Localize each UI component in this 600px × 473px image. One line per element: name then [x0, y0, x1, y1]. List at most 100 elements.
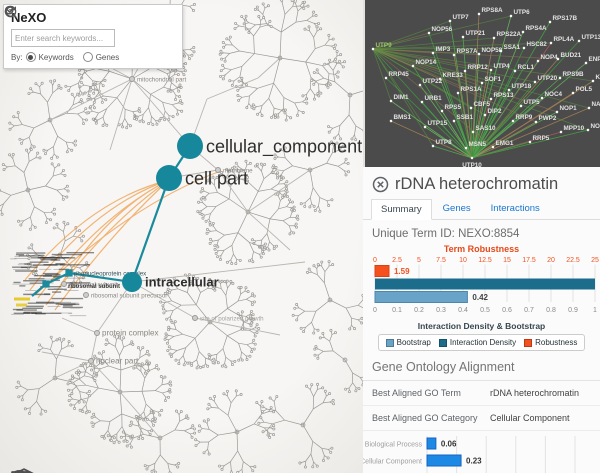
svg-text:5: 5	[417, 257, 421, 264]
gene-node-label[interactable]: RRP9	[516, 114, 533, 121]
gene-node-label[interactable]: NOP14	[416, 59, 437, 66]
gene-node-label[interactable]: BMS1	[394, 114, 412, 121]
dense-term-cluster[interactable]	[10, 252, 95, 317]
gene-node-label[interactable]: UTP7	[453, 14, 470, 21]
gene-node-label[interactable]: UTP5	[524, 99, 541, 106]
gene-node-label[interactable]: NOP4	[541, 54, 559, 61]
radio-keywords[interactable]	[25, 52, 36, 62]
search-input[interactable]	[11, 29, 115, 47]
term-label[interactable]: protein complex	[102, 329, 158, 338]
svg-text:0.6: 0.6	[502, 307, 512, 314]
svg-text:17.5: 17.5	[522, 257, 536, 264]
gene-node-label[interactable]: UTP6	[514, 9, 531, 16]
gene-node-label[interactable]: SSB1	[457, 114, 474, 121]
gene-nodes[interactable]: UTP9 UTP7 RPS8A UTP6 RPS17B NOP56 UTP21 RPS22A R…	[371, 7, 600, 167]
gene-node-label[interactable]: EMG1	[496, 140, 514, 147]
gene-node-label[interactable]: RPS4A	[526, 25, 547, 32]
gene-node-label[interactable]: ENP1	[589, 56, 600, 63]
gene-node-label[interactable]: UTP15	[428, 120, 448, 127]
svg-text:7.5: 7.5	[436, 257, 446, 264]
gene-node-label[interactable]: NOP1	[560, 105, 578, 112]
gene-node-label[interactable]: URB1	[425, 95, 443, 102]
gene-node-label[interactable]: IMP3	[436, 46, 451, 53]
gene-node-label[interactable]: RPS7A	[457, 48, 478, 55]
gene-node-label[interactable]: UTP10	[462, 162, 482, 167]
gene-node-label[interactable]: UTP13	[582, 34, 600, 41]
gene-edges	[372, 13, 594, 159]
gene-node-label[interactable]: NOP56	[432, 26, 453, 33]
radio-keywords-label: Keywords	[38, 52, 74, 62]
legend-interaction-density: Interaction Density	[449, 338, 517, 347]
term-label[interactable]: cell part	[185, 168, 248, 188]
ontology-network[interactable]: mitochondrial part membrane protein comple…	[0, 0, 363, 473]
tab-summary[interactable]: Summary	[371, 199, 432, 220]
gene-node-label[interactable]: UTP9	[376, 42, 393, 49]
gene-node-label[interactable]: RCL1	[518, 64, 535, 71]
term-label[interactable]: ribosomal subunit precursor	[91, 293, 167, 300]
gene-node-label[interactable]: SOF1	[485, 76, 502, 83]
gene-node-label[interactable]: RRP5	[533, 135, 550, 142]
gene-node-label[interactable]: UTP22	[423, 78, 443, 85]
minor-term-nodes[interactable]: mitochondrial part membrane protein comple…	[61, 76, 265, 366]
ontology-canvas[interactable]: mitochondrial part membrane protein comple…	[0, 0, 363, 473]
gene-node-label[interactable]: UTP20	[538, 75, 558, 82]
gene-node-label[interactable]: DIP2	[488, 108, 502, 115]
search-panel: NeXO ? By:	[3, 4, 183, 69]
gene-node-label[interactable]: RPS5	[445, 104, 462, 111]
gene-node-label[interactable]: RPS1A	[461, 86, 482, 93]
term-label[interactable]: mitochondrial part	[137, 77, 186, 84]
gene-node-label[interactable]: UTP8	[436, 139, 453, 146]
robustness-chart: 0 2.5 5 7.5 10 12.5 15 17.5 20 22.5 25 1.59 0.42 0 0.1…	[373, 257, 599, 314]
term-label[interactable]: intracellular	[145, 275, 219, 290]
gene-node-label[interactable]: UTP21	[466, 30, 486, 37]
gene-node-label[interactable]: SAS10	[476, 125, 496, 132]
gene-interaction-panel[interactable]: UTP9 UTP7 RPS8A UTP6 RPS17B NOP56 UTP21 RPS22A R…	[363, 0, 600, 167]
term-label[interactable]: ribosomal subunit	[69, 282, 118, 289]
gene-node-label[interactable]: HSC82	[527, 41, 548, 48]
gene-node-label[interactable]: RPS8A	[482, 7, 503, 14]
gene-node-label[interactable]: BUD21	[561, 52, 582, 59]
svg-text:2.5: 2.5	[392, 257, 402, 264]
gene-node-label[interactable]: KRE33	[443, 72, 464, 79]
svg-text:0.1: 0.1	[392, 307, 402, 314]
term-label[interactable]: site of polarized growth	[200, 316, 264, 323]
gene-node-label[interactable]: RRP45	[389, 71, 410, 78]
gene-node-label[interactable]: MPP10	[564, 125, 585, 132]
gene-node-label[interactable]: CBF5	[474, 101, 491, 108]
chart-legend: Bootstrap Interaction Density Robustness	[363, 334, 600, 351]
gene-node-label[interactable]: SSA1	[504, 44, 521, 51]
term-label[interactable]: cellular_component	[206, 136, 362, 157]
radio-genes[interactable]	[82, 52, 93, 62]
gene-node-label[interactable]: PWP2	[539, 115, 557, 122]
gene-node-label[interactable]: NAN1	[592, 101, 600, 108]
gene-node-label[interactable]: RPL4A	[554, 36, 575, 43]
tab-interactions[interactable]: Interactions	[490, 203, 540, 214]
gene-node-label[interactable]: KRR1	[596, 74, 600, 81]
gene-node-label[interactable]: RPS22A	[497, 31, 522, 38]
gene-interaction-network[interactable]: UTP9 UTP7 RPS8A UTP6 RPS17B NOP56 UTP21 RPS22A R…	[365, 0, 600, 167]
term-title: rDNA heterochromatin	[395, 175, 559, 193]
gene-node-label[interactable]: MSN5	[469, 141, 487, 148]
gene-node-label[interactable]: DIM1	[394, 94, 410, 101]
term-label[interactable]: ribonucleoprotein complex	[74, 271, 147, 278]
gene-node-label[interactable]: NOC4	[545, 91, 563, 98]
close-icon[interactable]	[372, 176, 389, 193]
term-label[interactable]: nuclear part	[96, 357, 139, 366]
gene-node-label[interactable]: RRP12	[468, 64, 489, 71]
legend-robustness: Robustness	[535, 338, 578, 347]
tab-genes[interactable]: Genes	[442, 203, 471, 214]
gene-node-label[interactable]: RPS17B	[553, 15, 578, 22]
app-title: NeXO	[11, 10, 47, 25]
gene-node-label[interactable]: RPS9B	[563, 71, 584, 78]
gene-node-label[interactable]: POL5	[576, 86, 593, 93]
gene-node-label[interactable]: NOP58	[482, 47, 503, 54]
gene-node-label[interactable]: UTP4	[494, 63, 511, 70]
search-mode-row: By: Keywords Genes	[11, 52, 175, 62]
term-label[interactable]: membrane	[223, 168, 253, 175]
gene-node-label[interactable]: NOP6	[591, 123, 600, 130]
gene-node-label[interactable]: UTP18	[512, 83, 532, 90]
gene-node-label[interactable]: RPS13	[494, 92, 514, 99]
go-category-value: Cellular Component	[490, 413, 570, 423]
